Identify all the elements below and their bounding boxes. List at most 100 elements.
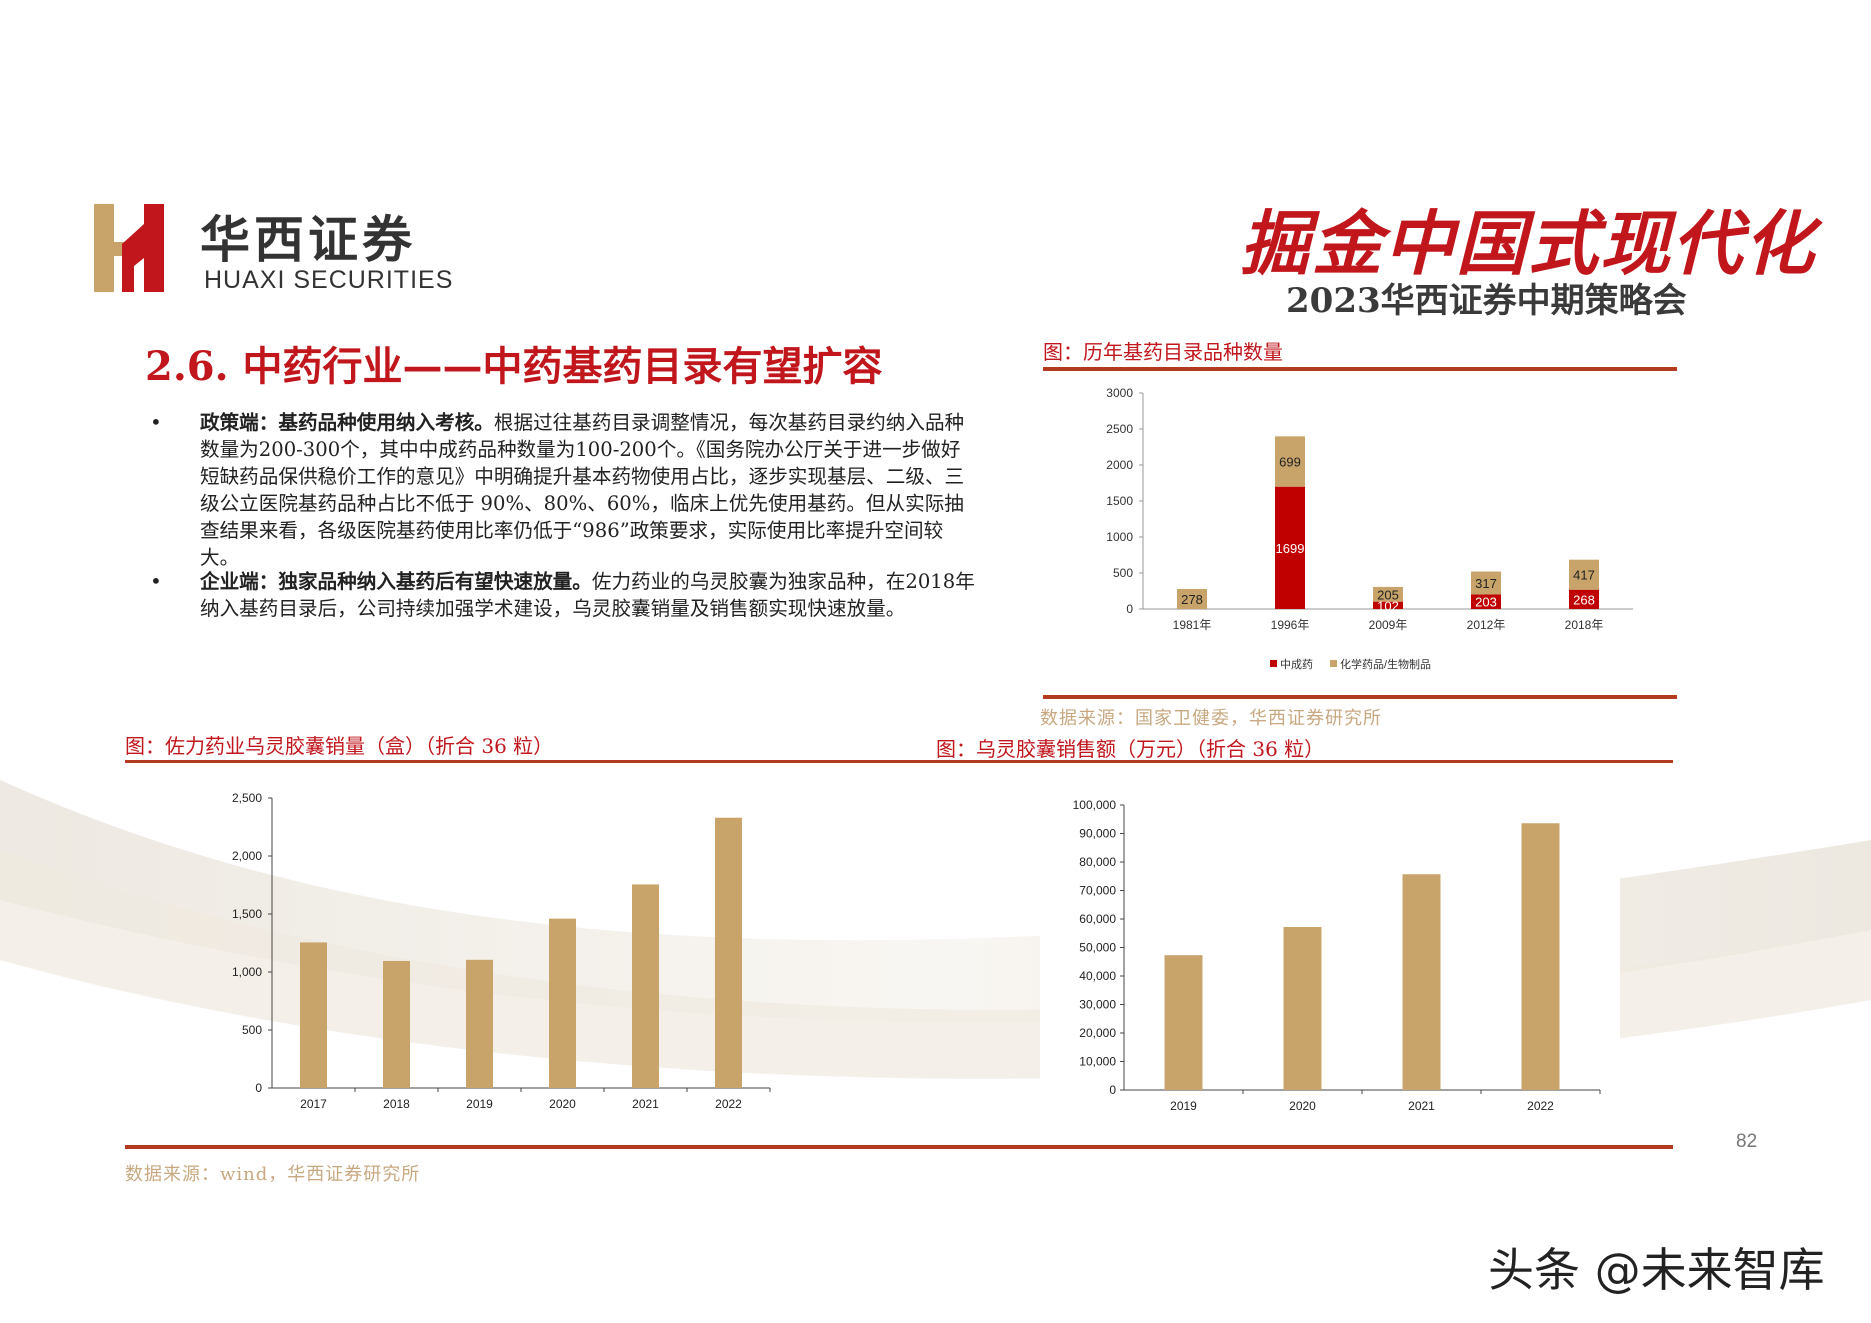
fig3-chart: 0 10,000 20,000 30,000 40,000 50,000 60,000 70,… [1073,798,1601,1113]
figs-top-rule [125,760,1673,763]
fig1-title: 图：历年基药目录品种数量 [1043,340,1283,364]
y-tick-label: 1,000 [232,965,262,979]
watermark: 头条 @未来智库 [1488,1243,1825,1297]
conference-slogan: 掘金中国式现代化 [1240,202,1816,285]
bar-chem [1275,436,1305,487]
bar [300,942,327,1088]
page-title: 2.6. 中药行业——中药基药目录有望扩容 [145,343,883,390]
data-label: 317 [1475,576,1497,591]
fig2-title: 图：佐力药业乌灵胶囊销量（盒）（折合 36 粒） [125,734,554,758]
x-tick-label: 2018 [383,1097,410,1111]
x-tick-label: 2020 [549,1097,576,1111]
bullet-lead: 政策端：基药品种使用纳入考核。 [200,411,494,434]
y-tick-label: 50,000 [1079,941,1116,955]
data-label: 203 [1475,595,1497,610]
y-tick-label: 2,000 [232,849,262,863]
bar-chem [1569,559,1599,590]
y-tick-label: 1500 [1106,494,1133,508]
x-tick-label: 2012年 [1467,618,1506,632]
y-tick-label: 2,500 [232,791,262,805]
huaxi-logo-icon [94,204,164,292]
y-tick-label: 0 [255,1081,262,1095]
fig1-bottom-rule [1043,695,1677,699]
y-tick-label: 20,000 [1079,1026,1116,1040]
bullet-marker: • [150,410,162,434]
fig1-chart: 05001000150020002500300002781981年1699699… [1106,386,1633,671]
y-tick-label: 40,000 [1079,969,1116,983]
company-name-en: HUAXI SECURITIES [204,266,454,294]
legend-swatch [1330,660,1337,667]
figs-bottom-rule [125,1145,1673,1149]
bullet-lead: 企业端：独家品种纳入基药后有望快速放量。 [200,570,592,593]
y-tick-label: 1,500 [232,907,262,921]
bullet-body: 根据过往基药目录调整情况，每次基药目录约纳入品种数量为200-300个，其中中成… [200,411,965,569]
data-label: 1699 [1276,541,1305,556]
legend-label: 化学药品/生物制品 [1340,657,1431,671]
y-tick-label: 90,000 [1079,827,1116,841]
bar [1283,926,1322,1090]
bar [383,960,410,1088]
y-tick-label: 0 [1109,1083,1116,1097]
fig3-title: 图：乌灵胶囊销售额（万元）（折合 36 粒） [936,737,1325,761]
conference-subtitle: 2023华西证券中期策略会 [1286,281,1687,321]
bar-chem [1177,588,1207,609]
y-tick-label: 60,000 [1079,912,1116,926]
y-tick-label: 10,000 [1079,1055,1116,1069]
data-label: 205 [1377,587,1399,602]
fig1-top-rule [1043,367,1677,371]
bar [1402,874,1441,1090]
x-tick-label: 2021 [632,1097,659,1111]
data-label: 417 [1573,568,1595,583]
fig2-chart: 0 500 1,000 1,500 2,000 2,500 2017 2018 2019 2020… [232,791,771,1111]
y-tick-label: 2000 [1106,458,1133,472]
bar [715,817,742,1088]
bullet-marker: • [150,569,162,593]
x-tick-label: 1981年 [1173,618,1212,632]
y-tick-label: 80,000 [1079,855,1116,869]
bar [1164,955,1203,1090]
x-tick-label: 2018年 [1565,618,1604,632]
fig1-source: 数据来源：国家卫健委，华西证券研究所 [1040,708,1382,729]
legend-swatch [1270,660,1277,667]
y-tick-label: 2500 [1106,422,1133,436]
bar [632,884,659,1088]
y-tick-label: 1000 [1106,530,1133,544]
x-tick-label: 2009年 [1369,618,1408,632]
data-label: 102 [1377,598,1399,613]
bar-tcm [1373,601,1403,609]
data-label: 278 [1181,592,1203,607]
bullet-enterprise: • 企业端：独家品种纳入基药后有望快速放量。佐力药业的乌灵胶囊为独家品种，在20… [150,568,980,622]
y-tick-label: 500 [242,1023,262,1037]
bar-chem [1373,586,1403,602]
page-number: 82 [1736,1131,1758,1152]
y-tick-label: 0 [1126,602,1133,616]
x-tick-label: 2020 [1289,1099,1316,1113]
y-tick-label: 3000 [1106,386,1133,400]
x-tick-label: 2022 [715,1097,742,1111]
y-tick-label: 30,000 [1079,998,1116,1012]
x-tick-label: 2017 [300,1097,327,1111]
legend-label: 中成药 [1280,658,1313,671]
bar [466,959,493,1088]
data-label: 699 [1279,455,1301,470]
x-tick-label: 2019 [1170,1099,1197,1113]
y-tick-label: 70,000 [1079,884,1116,898]
company-name-cn: 华西证券 [200,210,416,269]
bar [1521,823,1560,1090]
bullet-policy: • 政策端：基药品种使用纳入考核。根据过往基药目录调整情况，每次基药目录约纳入品… [150,409,980,571]
bullet-body: 佐力药业的乌灵胶囊为独家品种，在2018年纳入基药目录后，公司持续加强学术建设，… [200,570,975,620]
bar [549,918,576,1088]
bar-tcm [1275,486,1305,609]
y-tick-label: 100,000 [1073,798,1117,812]
fig1-chart-area [1043,373,1677,691]
x-tick-label: 2021 [1408,1099,1435,1113]
bottom-source: 数据来源：wind，华西证券研究所 [125,1164,421,1185]
y-tick-label: 500 [1113,566,1133,580]
bar-tcm [1569,589,1599,609]
x-tick-label: 2019 [466,1097,493,1111]
data-label: 268 [1573,592,1595,607]
bar-chem [1471,571,1501,595]
x-tick-label: 2022 [1527,1099,1554,1113]
x-tick-label: 1996年 [1271,618,1310,632]
bar-tcm [1471,594,1501,609]
